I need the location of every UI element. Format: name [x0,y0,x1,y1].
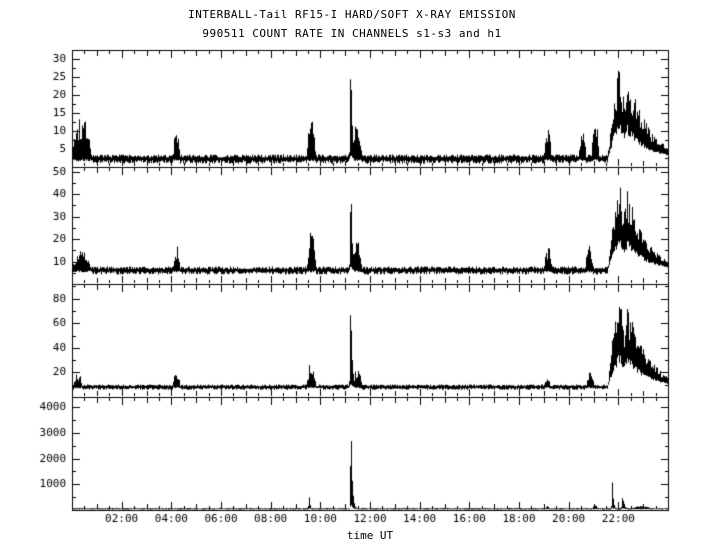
chart-subtitle: 990511 COUNT RATE IN CHANNELS s1-s3 and … [202,27,502,40]
chart-title: INTERBALL-Tail RF15-I HARD/SOFT X-RAY EM… [188,8,516,21]
x-axis-label: time UT [346,529,394,542]
